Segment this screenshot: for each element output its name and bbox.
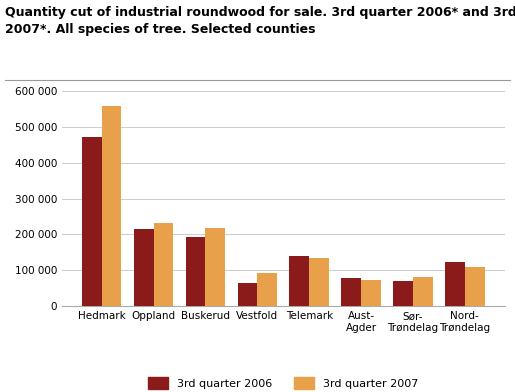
Bar [289,256,309,306]
Bar [153,223,173,306]
Bar [82,137,101,306]
Bar [101,106,122,306]
Legend: 3rd quarter 2006, 3rd quarter 2007: 3rd quarter 2006, 3rd quarter 2007 [144,373,423,392]
Bar [134,229,153,306]
Bar [341,278,361,306]
Text: Quantity cut of industrial roundwood for sale. 3rd quarter 2006* and 3rd quarter: Quantity cut of industrial roundwood for… [5,6,515,36]
Bar [393,281,413,306]
Bar [186,237,205,306]
Bar [205,228,225,306]
Bar [309,258,329,306]
Bar [361,279,381,306]
Bar [413,277,433,306]
Bar [258,273,277,306]
Bar [465,267,485,306]
Bar [445,262,465,306]
Bar [237,283,258,306]
